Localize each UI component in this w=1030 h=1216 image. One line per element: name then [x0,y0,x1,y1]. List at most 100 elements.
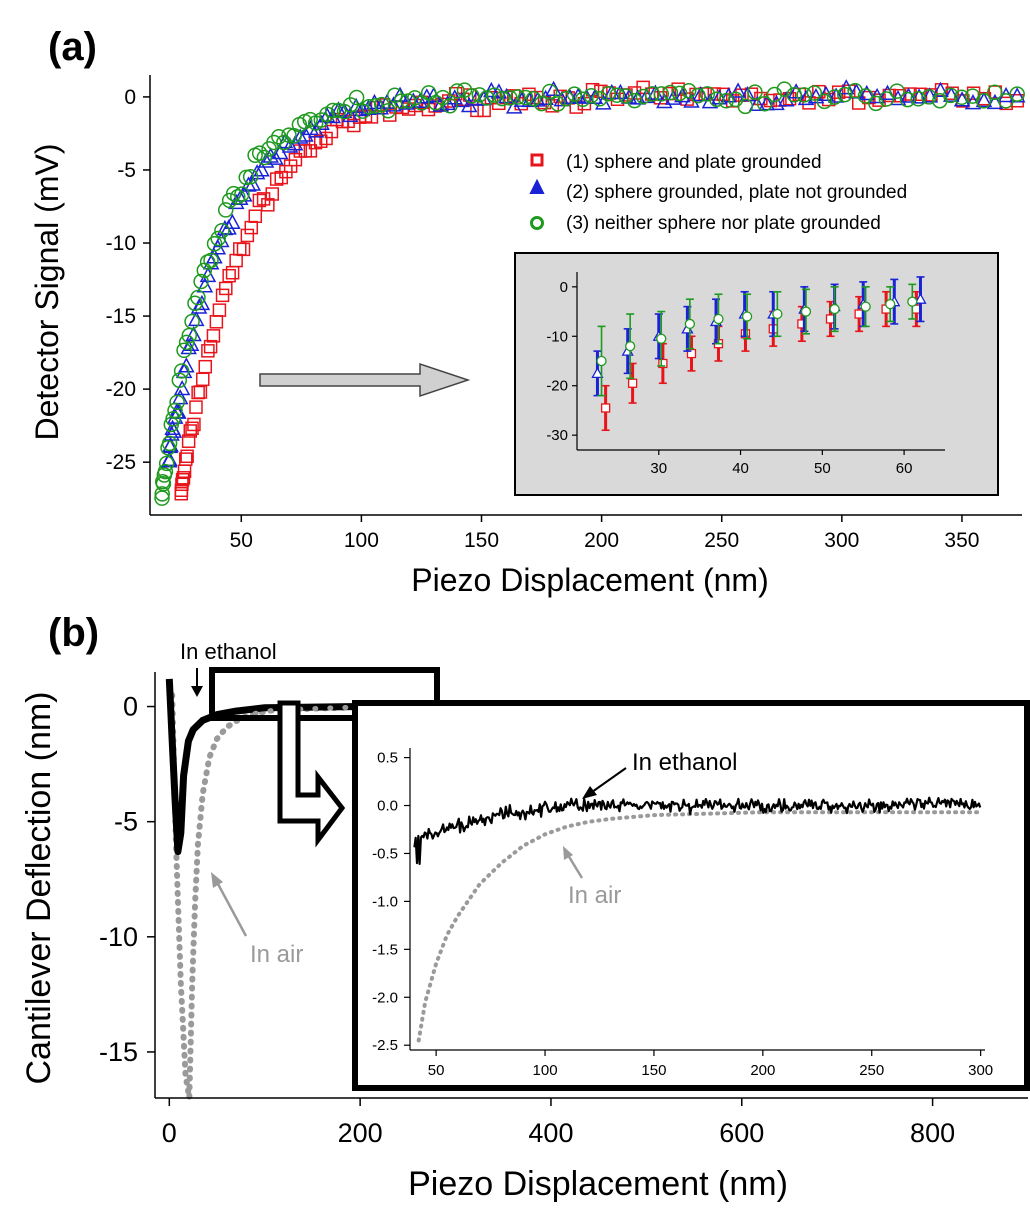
inset-point-circle [772,308,783,320]
inset-y-tick-label: -2.5 [372,1037,398,1054]
data-point-square [215,288,230,303]
data-point-circle [737,98,754,115]
panel-a-y-axis-label: Detector Signal (mV) [29,144,65,441]
inset-point-square [658,358,668,369]
inset-point-circle [741,311,753,322]
inset-x-tick-label: 250 [859,1062,884,1079]
data-point-circle [348,89,365,106]
data-point-square [201,344,215,358]
zoom-bent-arrow [277,700,346,848]
data-point-triangle [193,294,211,311]
inset-point-circle [885,298,896,310]
panel-b-x-axis-label: Piezo Displacement (nm) [408,1165,788,1203]
y-tick-label: -10 [106,232,136,255]
inset-x-tick-label: 60 [896,460,913,477]
data-point-circle [747,84,763,100]
data-point-circle [533,95,550,112]
data-point-circle [176,342,192,359]
inset-y-tick-label: 0 [560,279,568,296]
inset-point-circle [829,303,840,315]
panel-b-label: (b) [48,611,99,655]
data-point-triangle [171,389,189,405]
data-point-circle [766,86,783,103]
inset-point-circle [625,341,636,352]
y-tick-label: 0 [124,86,136,109]
data-point-circle [776,81,793,97]
data-point-circle [837,86,853,103]
data-point-triangle [178,357,195,373]
inset-x-tick-label: 50 [814,460,831,477]
data-point-circle [190,289,206,306]
data-point-circle [157,463,174,480]
arrow-in-ethanol [191,668,203,697]
panel-a-inset-frame [514,252,999,496]
data-point-circle [217,202,234,218]
inset-x-tick-label: 30 [650,460,667,477]
inset-point-circle [860,301,871,312]
x-tick-label: 100 [344,529,379,552]
data-point-circle [756,95,773,112]
data-point-circle [167,402,183,419]
data-point-square [198,359,213,374]
data-point-triangle [188,310,205,327]
panel-a-legend: (1) sphere and plate grounded (2) sphere… [529,152,907,234]
data-point-triangle [253,161,270,177]
inset-curve-in-air [416,810,983,1043]
y-tick-label: -15 [99,1037,138,1067]
data-point-circle [600,85,617,102]
data-point-circle [234,186,250,202]
data-point-circle [225,185,242,202]
data-point-square [261,198,275,212]
data-point-circle [796,87,812,103]
data-point-circle [525,90,542,107]
data-point-circle [964,88,981,104]
inset-y-tick-label: -30 [546,427,568,444]
data-point-circle [998,93,1014,109]
data-point-circle [889,83,905,99]
legend-marker-square [530,153,544,167]
data-point-square [181,434,196,448]
data-point-circle [442,98,458,114]
inset-point-triangle [914,292,927,304]
data-point-circle [566,86,583,102]
data-point-circle [449,83,465,99]
data-point-circle [266,134,282,151]
panel-b-zoom-box [209,667,440,721]
data-point-circle [575,91,591,107]
panel-a-data-points [154,79,1026,506]
data-point-triangle [975,91,993,108]
data-point-square [180,449,194,464]
data-point-circle [878,91,895,107]
legend-entry-2: (2) sphere grounded, plate not grounded [566,182,907,203]
y-tick-label: -25 [106,451,136,474]
inset-point-triangle [591,367,604,379]
legend-marker-circle [530,216,544,230]
data-point-square [185,421,199,436]
data-point-circle [662,84,679,101]
data-point-square [206,329,221,343]
inset-y-tick-label: -1.0 [372,893,398,910]
data-point-square [288,152,303,167]
data-point-triangle [366,93,383,110]
panel-b-inset-frame [352,700,1030,1091]
data-point-triangle [827,87,845,103]
data-point-circle [617,88,634,104]
data-point-circle [494,90,510,107]
data-point-circle [502,90,518,106]
data-point-circle [380,102,396,119]
data-point-circle [281,127,297,143]
data-point-circle [653,86,670,102]
data-point-triangle [281,137,299,153]
data-point-circle [486,87,503,103]
data-point-triangle [173,379,191,396]
panel-a-inset: 30 40 50 60 0 -10 -20 -30 [514,252,999,496]
x-tick-label: 800 [910,1118,955,1148]
data-point-circle [173,363,190,379]
data-point-circle [1009,86,1025,102]
panel-b: (b) 0 200 400 600 800 0 -5 -10 -15 Piezo Displa… [20,611,1030,1203]
data-point-square [212,303,227,317]
data-point-circle [471,87,488,103]
data-point-triangle [545,80,562,97]
data-point-triangle [307,122,325,138]
data-point-circle [718,93,734,109]
